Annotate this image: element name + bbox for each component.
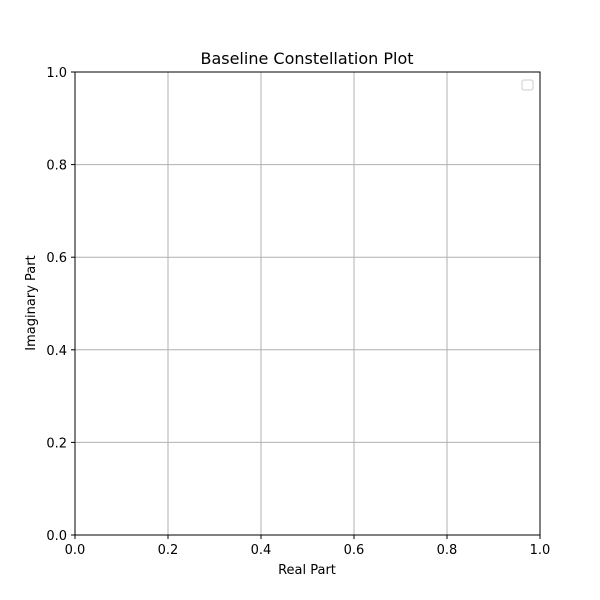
y-tick-label: 0.6	[46, 251, 67, 266]
x-tick-label: 1.0	[530, 543, 551, 558]
legend-box	[521, 79, 534, 91]
x-tick-label: 0.0	[65, 543, 86, 558]
plot-frame	[74, 71, 541, 536]
tick-layer: 0.0 0.2 0.4 0.6 0.8 1.0 0.0 0.2 0.4 0.6 0.8 1.0	[46, 66, 550, 558]
y-tick-label: 0.2	[46, 436, 67, 451]
y-tick-label: 0.8	[46, 159, 67, 174]
y-tick-label: 0.4	[46, 344, 67, 359]
x-tick-label: 0.2	[158, 543, 179, 558]
y-axis-label: Imaginary Part	[24, 255, 39, 350]
grid-layer	[74, 71, 541, 536]
x-tick-label: 0.8	[437, 543, 458, 558]
x-axis-label: Real Part	[278, 563, 336, 578]
x-tick-label: 0.4	[251, 543, 272, 558]
chart-title: Baseline Constellation Plot	[200, 49, 413, 68]
x-tick-label: 0.6	[344, 543, 365, 558]
y-tick-label: 1.0	[46, 66, 67, 81]
y-tick-label: 0.0	[46, 529, 67, 544]
